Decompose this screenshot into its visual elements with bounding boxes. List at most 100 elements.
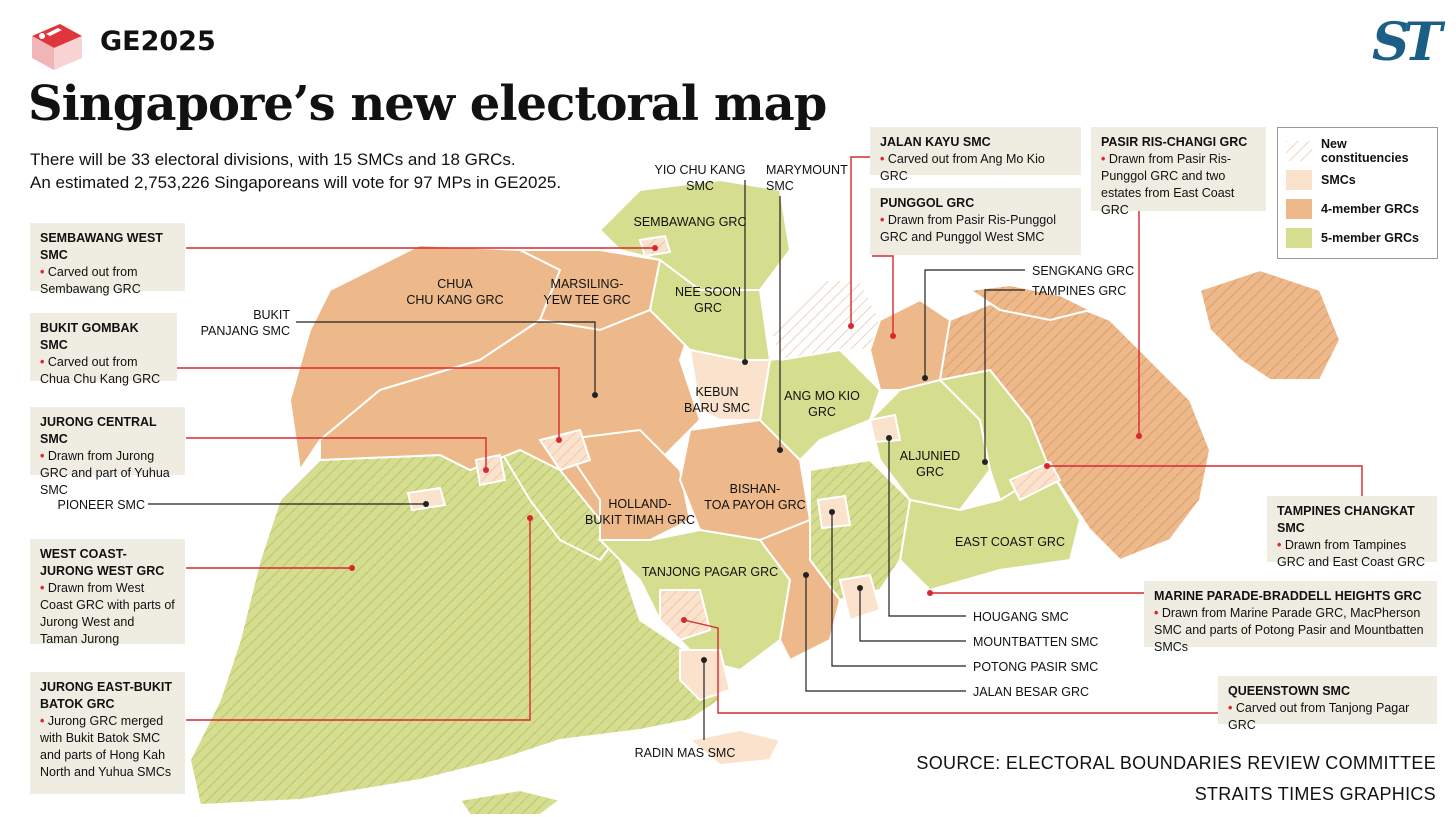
leader-tampines-changkat bbox=[1047, 465, 1363, 496]
label-tanjong-pagar: TANJONG PAGAR GRC bbox=[641, 565, 779, 579]
callout-title: Jalan Kayu SMC bbox=[880, 135, 991, 149]
region-kebun-baru-smc bbox=[688, 348, 772, 421]
page-title: Singapore’s new electoral map bbox=[28, 76, 827, 132]
callout-desc: Drawn from West Coast GRC with parts of … bbox=[40, 580, 175, 648]
label-marsiling: MARSILING- YEW TEE GRC bbox=[543, 277, 631, 307]
callout-desc: Drawn from Pasir Ris-Punggol GRC and Pun… bbox=[880, 212, 1071, 246]
leader-jurong-central bbox=[186, 437, 487, 470]
callout-tampines-changkat: Tampines Changkat SMC Drawn from Tampine… bbox=[1267, 496, 1437, 569]
topic-tag: GE2025 bbox=[100, 26, 216, 57]
callout-title: Pasir Ris-Changi GRC bbox=[1101, 135, 1248, 149]
callout-queenstown: Queenstown SMC Carved out from Tanjong P… bbox=[1218, 676, 1437, 732]
leader-queenstown bbox=[683, 619, 1218, 714]
label-aljunied: ALJUNIED GRC bbox=[899, 449, 961, 479]
region-punggol-grc bbox=[868, 298, 952, 391]
callout-title: Tampines Changkat SMC bbox=[1277, 504, 1415, 535]
region-jurong-central-smc bbox=[474, 453, 507, 487]
callout-jurong-east: Jurong East-Bukit Batok GRC Jurong GRC m… bbox=[30, 672, 185, 794]
subtitle: There will be 33 electoral divisions, wi… bbox=[30, 148, 561, 194]
smc-swatch bbox=[1286, 169, 1312, 190]
credit-line: STRAITS TIMES GRAPHICS bbox=[1194, 784, 1436, 804]
callout-desc: Carved out from Sembawang GRC bbox=[40, 264, 175, 298]
label-nee-soon: NEE SOON GRC bbox=[675, 285, 741, 315]
callout-pasir-ris-changi: Pasir Ris-Changi GRC Drawn from Pasir Ri… bbox=[1091, 127, 1266, 217]
region-tampines-changkat-smc bbox=[1008, 460, 1062, 502]
label-mountbatten: MOUNTBATTEN SMC bbox=[973, 635, 1099, 649]
legend-label: 4-member GRCs bbox=[1321, 201, 1419, 216]
callout-title: West Coast-Jurong West GRC bbox=[40, 547, 165, 578]
legend-label: 5-member GRCs bbox=[1321, 230, 1419, 245]
region-southern-islands bbox=[458, 788, 563, 816]
region-bukit-gombak-smc bbox=[538, 428, 592, 472]
leader-punggol bbox=[872, 255, 894, 336]
label-chua-chu-kang: CHUA CHU KANG GRC bbox=[406, 277, 504, 307]
legend-item: 5-member GRCs bbox=[1286, 223, 1429, 252]
label-bishan: BISHAN- TOA PAYOH GRC bbox=[704, 482, 806, 512]
callout-desc: Carved out from Tanjong Pagar GRC bbox=[1228, 700, 1427, 734]
label-east-coast: EAST COAST GRC bbox=[955, 535, 1065, 549]
subtitle-line: An estimated 2,753,226 Singaporeans will… bbox=[30, 173, 562, 192]
label-radin-mas: RADIN MAS SMC bbox=[634, 746, 736, 760]
region-sembawang-grc bbox=[598, 178, 792, 291]
callout-desc: Drawn from Jurong GRC and part of Yuhua … bbox=[40, 448, 175, 499]
leader-jalan-kayu bbox=[850, 156, 872, 326]
leader-mountbatten bbox=[859, 588, 966, 642]
legend-label: New constituencies bbox=[1321, 136, 1409, 165]
callout-jalan-kayu: Jalan Kayu SMC Carved out from Ang Mo Ki… bbox=[870, 127, 1081, 183]
region-hougang-smc bbox=[868, 413, 902, 444]
legend-label: SMCs bbox=[1321, 172, 1356, 187]
label-marymount: MARYMOUNT SMC bbox=[766, 163, 848, 193]
callout-marine-parade: Marine Parade-Braddell Heights GRC Drawn… bbox=[1144, 581, 1437, 654]
callout-desc: Drawn from Marine Parade GRC, MacPherson… bbox=[1154, 605, 1427, 656]
label-pioneer: PIONEER SMC bbox=[57, 498, 145, 512]
callout-title: Bukit Gombak SMC bbox=[40, 321, 139, 352]
grc5-swatch bbox=[1286, 227, 1312, 248]
callout-title: Sembawang West SMC bbox=[40, 231, 163, 262]
callout-title: Punggol GRC bbox=[880, 196, 975, 210]
leader-sengkang bbox=[924, 269, 1025, 378]
ballot-box-icon bbox=[32, 24, 82, 70]
hatch-swatch-icon bbox=[1286, 140, 1312, 161]
legend-item: 4-member GRCs bbox=[1286, 194, 1429, 223]
legend-item: New constituencies bbox=[1286, 136, 1429, 165]
callout-west-coast: West Coast-Jurong West GRC Drawn from We… bbox=[30, 539, 185, 646]
callout-desc: Drawn from Tampines GRC and East Coast G… bbox=[1277, 537, 1427, 571]
grc4-swatch bbox=[1286, 198, 1312, 219]
region-jalan-kayu-smc bbox=[768, 279, 882, 362]
leader-jalan-besar bbox=[805, 575, 966, 692]
callout-title: Jurong East-Bukit Batok GRC bbox=[40, 680, 172, 711]
region-queenstown-smc bbox=[659, 589, 712, 642]
label-hougang: HOUGANG SMC bbox=[973, 610, 1069, 624]
st-logo: ST bbox=[1372, 12, 1442, 73]
region-ang-mo-kio-grc bbox=[758, 348, 882, 462]
label-jalan-besar: JALAN BESAR GRC bbox=[973, 685, 1090, 699]
label-bukit-panjang: BUKIT PANJANG SMC bbox=[200, 308, 290, 338]
region-pulau-ubin bbox=[967, 283, 1093, 322]
callout-title: Queenstown SMC bbox=[1228, 684, 1350, 698]
callout-title: Jurong Central SMC bbox=[40, 415, 157, 446]
callout-bukit-gombak: Bukit Gombak SMC Carved out from Chua Ch… bbox=[30, 313, 177, 386]
callout-sembawang-west: Sembawang West SMC Carved out from Semba… bbox=[30, 223, 185, 296]
region-pulau-tekong bbox=[1198, 268, 1342, 381]
map-legend: New constituencies SMCs 4-member GRCs 5-… bbox=[1277, 127, 1438, 259]
label-tampines: TAMPINES GRC bbox=[1032, 284, 1127, 298]
leader-jurong-east bbox=[186, 518, 531, 721]
callout-desc: Drawn from Pasir Ris-Punggol GRC and two… bbox=[1101, 151, 1256, 219]
label-holland: HOLLAND- BUKIT TIMAH GRC bbox=[585, 497, 695, 527]
region-jalan-besar-grc bbox=[758, 518, 842, 662]
callout-desc: Carved out from Chua Chu Kang GRC bbox=[40, 354, 167, 388]
leader-hougang bbox=[888, 438, 966, 617]
leader-bukit-panjang bbox=[296, 321, 596, 395]
leader-tampines bbox=[984, 289, 1025, 462]
label-ang-mo-kio: ANG MO KIO GRC bbox=[784, 389, 860, 419]
region-east-coast-grc bbox=[898, 468, 1082, 592]
label-sembawang: SEMBAWANG GRC bbox=[633, 215, 747, 229]
source-line: SOURCE: ELECTORAL BOUNDARIES REVIEW COMM… bbox=[916, 753, 1436, 773]
region-holland-bukit-timah-grc bbox=[558, 428, 692, 541]
callout-jurong-central: Jurong Central SMC Drawn from Jurong GRC… bbox=[30, 407, 185, 497]
callout-desc: Carved out from Ang Mo Kio GRC bbox=[880, 151, 1071, 185]
label-yio-chu-kang: YIO CHU KANG SMC bbox=[654, 163, 746, 193]
label-potong-pasir: POTONG PASIR SMC bbox=[973, 660, 1099, 674]
callout-punggol: Punggol GRC Drawn from Pasir Ris-Punggol… bbox=[870, 188, 1081, 255]
label-kebun-baru: KEBUN BARU SMC bbox=[684, 385, 750, 415]
